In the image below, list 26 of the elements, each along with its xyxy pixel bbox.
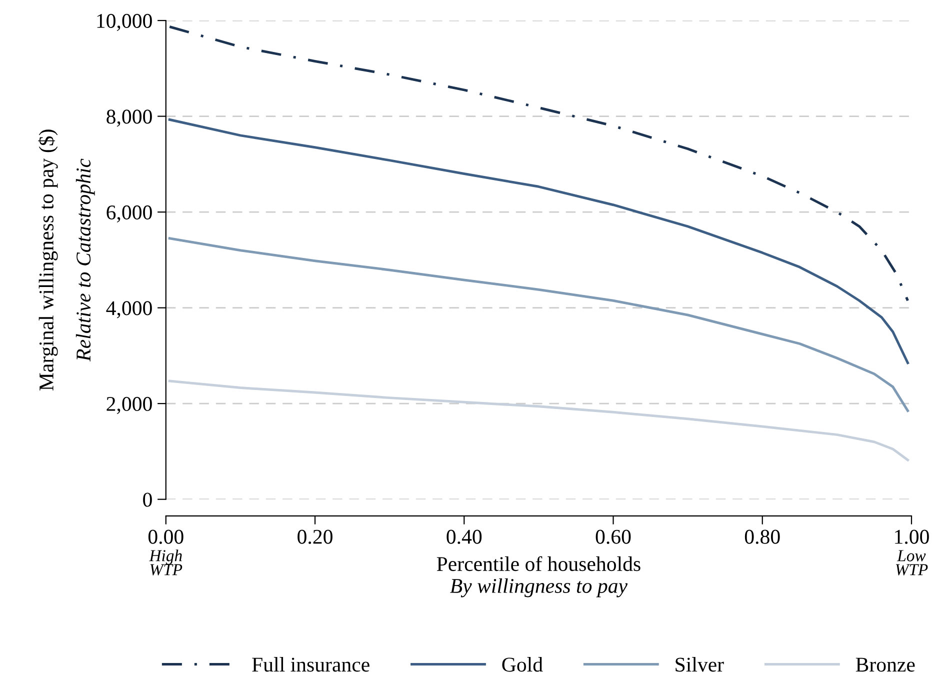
y-tick-label: 10,000 (97, 14, 152, 31)
legend-label: Full insurance (252, 657, 370, 672)
legend-label: Bronze (856, 658, 915, 672)
y-tick-label: 2,000 (106, 396, 152, 414)
y-tick-label: 6,000 (106, 205, 152, 222)
x-tick-label: 0.00 (148, 530, 184, 544)
line-series (168, 118, 910, 364)
x-tick-label: 1.00 (895, 530, 929, 544)
text: Relative to Catastrophic (76, 158, 95, 362)
line-series (168, 237, 910, 412)
y-tick-label: 0 (143, 492, 152, 507)
x-tick-label: 0.40 (446, 530, 482, 544)
y-tick-label: 8,000 (106, 110, 152, 127)
legend-label: Gold (502, 657, 543, 672)
text: Low WTP (896, 550, 928, 576)
text: By willingness to pay (450, 578, 628, 598)
x-tick-label: 0.80 (744, 530, 780, 544)
x-axis-title: Percentile of households (436, 556, 640, 572)
line-series (168, 380, 910, 462)
x-tick-label: 0.60 (596, 530, 631, 544)
legend-label: Silver (676, 657, 724, 672)
line-series (168, 25, 910, 302)
y-axis-title: Marginal willingness to pay ($) (38, 130, 58, 390)
text: High WTP (149, 550, 182, 576)
x-tick-label: 0.20 (298, 530, 332, 544)
y-tick-label: 4,000 (106, 301, 152, 318)
